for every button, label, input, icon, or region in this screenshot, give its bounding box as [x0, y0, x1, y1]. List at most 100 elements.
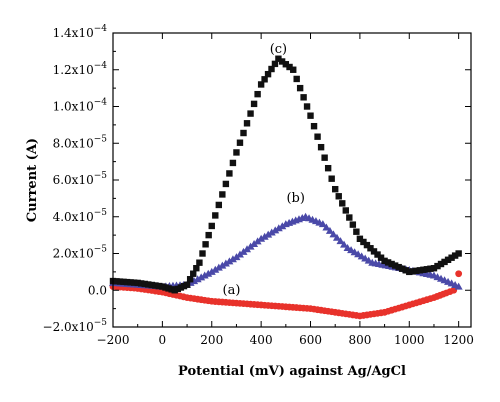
data-point	[225, 257, 234, 265]
data-point	[377, 254, 385, 261]
data-point	[409, 268, 417, 275]
data-point	[360, 238, 367, 246]
data-point	[264, 230, 273, 238]
data-point	[335, 193, 342, 200]
data-point	[186, 276, 194, 283]
data-point	[455, 250, 462, 257]
data-point	[332, 233, 341, 241]
data-point	[208, 222, 215, 230]
data-point	[190, 270, 197, 277]
x-tick-label: 400	[250, 333, 273, 347]
data-point	[218, 261, 227, 269]
data-point	[324, 164, 332, 172]
y-tick-label: 1.4x10−4	[53, 24, 108, 40]
data-point	[202, 241, 209, 248]
series-c: (c)	[109, 42, 462, 294]
data-point	[367, 245, 374, 252]
plot-frame	[112, 32, 472, 328]
data-point	[204, 269, 213, 277]
data-point	[290, 66, 297, 73]
data-point	[253, 237, 262, 245]
data-point	[374, 251, 381, 258]
x-tick-label: 800	[348, 333, 371, 347]
data-point	[399, 265, 406, 272]
data-point	[395, 263, 402, 271]
data-point	[215, 201, 223, 209]
data-point	[257, 234, 266, 242]
data-point	[332, 185, 339, 193]
data-point	[275, 55, 282, 62]
data-point	[437, 260, 445, 268]
data-point	[257, 81, 265, 88]
data-point	[232, 253, 241, 261]
data-point	[321, 154, 328, 161]
data-point	[261, 76, 268, 83]
data-point	[434, 262, 441, 270]
data-point	[296, 84, 304, 92]
y-tick-label: 6.0x10−5	[53, 171, 108, 187]
data-point	[278, 58, 286, 65]
series-layer: (a) (b) (c)	[109, 42, 463, 320]
x-tick-label: 0	[159, 333, 167, 347]
data-point	[222, 180, 230, 188]
y-tick-label: 4.0x10−5	[53, 208, 108, 224]
data-point	[134, 279, 141, 287]
data-point	[271, 60, 279, 68]
data-point	[268, 65, 275, 73]
data-point	[423, 266, 431, 273]
data-point	[293, 75, 300, 83]
data-point	[155, 282, 163, 290]
data-point	[254, 90, 261, 98]
data-point	[314, 133, 321, 140]
data-point	[239, 247, 248, 255]
axes-layer: −200 0 200 400 600 800 1000 1200 −2.0x10−5 0.0 2.0…	[43, 24, 474, 347]
data-point	[205, 231, 212, 239]
data-point	[318, 220, 327, 228]
data-point	[229, 159, 237, 167]
data-point	[430, 265, 438, 272]
y-tick-label: 1.2x10−4	[53, 61, 108, 77]
data-point	[120, 278, 127, 286]
data-point	[271, 226, 280, 234]
data-point	[303, 103, 311, 110]
x-tick-label: 1200	[443, 333, 474, 347]
curve-label: (c)	[270, 42, 287, 57]
y-tick-label: 2.0x10−5	[53, 245, 108, 261]
data-point	[363, 241, 371, 249]
data-point	[235, 250, 244, 258]
data-point	[307, 112, 314, 119]
data-point	[384, 259, 392, 266]
data-point	[145, 281, 152, 288]
data-point	[427, 265, 434, 272]
data-point	[325, 226, 334, 234]
data-point	[113, 278, 120, 285]
data-point	[370, 248, 378, 255]
data-point	[260, 232, 269, 240]
data-point	[207, 267, 216, 275]
data-point	[247, 110, 254, 117]
data-point	[455, 270, 463, 278]
data-point	[278, 222, 287, 230]
y-axis-title: Current (A)	[25, 138, 40, 222]
data-point	[152, 282, 159, 289]
series-a: (a)	[109, 270, 463, 320]
data-point	[381, 257, 388, 265]
data-point	[340, 240, 349, 248]
data-point	[448, 254, 455, 261]
data-point	[342, 207, 349, 214]
data-point	[349, 221, 357, 228]
data-point	[420, 266, 427, 273]
data-point	[246, 242, 255, 250]
x-tick-label: 600	[299, 333, 322, 347]
data-point	[402, 267, 409, 274]
data-point	[183, 281, 191, 288]
data-point	[196, 259, 203, 266]
data-point	[353, 228, 360, 235]
data-point	[211, 265, 220, 273]
y-tick-label: 1.0x10−4	[53, 98, 108, 114]
data-point	[282, 61, 290, 68]
data-point	[322, 223, 331, 231]
data-point	[212, 212, 219, 219]
curve-label: (a)	[223, 283, 241, 298]
